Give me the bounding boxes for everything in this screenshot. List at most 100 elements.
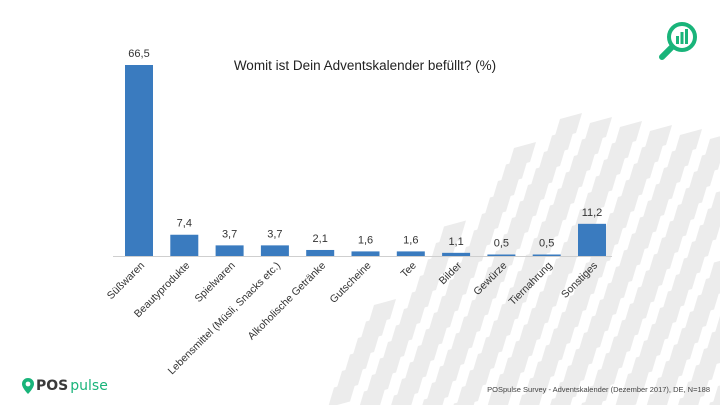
pattern-tile	[404, 356, 432, 383]
pattern-tile	[602, 277, 630, 304]
pattern-tile	[678, 252, 706, 279]
pattern-tile	[390, 319, 418, 346]
pattern-tile	[612, 191, 640, 217]
pattern-tile	[484, 191, 512, 218]
pattern-tile	[644, 125, 672, 151]
pattern-tile	[562, 360, 590, 386]
pattern-tile	[496, 298, 524, 325]
bar	[442, 252, 471, 256]
pattern-tile	[374, 352, 402, 379]
pattern-tile	[578, 327, 606, 353]
pattern-tile	[422, 253, 450, 280]
pattern-tile	[344, 348, 372, 375]
pattern-tile	[466, 294, 494, 321]
pattern-tile	[434, 360, 462, 387]
pattern-tile	[480, 331, 508, 358]
category-label: Gewürze	[471, 260, 509, 298]
bar	[578, 223, 606, 256]
pattern-tile	[522, 179, 550, 205]
pattern-tile	[676, 322, 704, 349]
pattern-tile	[519, 389, 544, 405]
pattern-tile	[618, 244, 646, 271]
pattern-tile	[506, 212, 534, 238]
pattern-tile	[550, 393, 574, 405]
pattern-tile	[670, 269, 698, 295]
pattern-tile	[464, 364, 492, 391]
pattern-tile	[586, 310, 614, 337]
pattern-tile	[606, 137, 634, 164]
pattern-tile	[534, 286, 562, 312]
pattern-tile	[422, 393, 446, 405]
pattern-tile	[426, 377, 454, 403]
pattern-tile	[636, 141, 664, 168]
pattern-tile	[530, 162, 558, 189]
pattern-tile	[634, 211, 662, 238]
pattern-tile	[414, 270, 442, 296]
pattern-tile	[674, 129, 702, 155]
pattern-tile	[540, 339, 568, 366]
pattern-tile	[592, 364, 620, 390]
value-label: 3,7	[222, 228, 237, 240]
pattern-tile	[654, 302, 682, 328]
pattern-tile	[572, 273, 600, 300]
pattern-tile	[526, 302, 554, 329]
pattern-tile	[472, 348, 500, 374]
pattern-tile	[684, 306, 712, 332]
pattern-tile	[544, 199, 572, 226]
pattern-tile	[620, 174, 648, 201]
pattern-tile	[688, 166, 716, 192]
pattern-tile	[548, 323, 576, 349]
pattern-tile	[646, 318, 674, 345]
bar	[260, 245, 289, 256]
bar	[125, 65, 153, 256]
pattern-tile	[488, 315, 516, 341]
pattern-tile	[642, 195, 670, 221]
brand-name-part1: POS	[36, 378, 69, 394]
pattern-tile	[532, 356, 560, 382]
value-label: 2,1	[313, 233, 328, 245]
pattern-tile	[692, 289, 720, 316]
pattern-tile	[554, 113, 582, 139]
pattern-tile	[492, 175, 520, 201]
pattern-tile	[568, 150, 596, 176]
pattern-tile	[428, 307, 456, 333]
bar	[170, 234, 199, 256]
category-label: Süßwaren	[105, 260, 147, 302]
pattern-tile	[359, 385, 386, 405]
pattern-tile	[581, 397, 604, 405]
pattern-tile	[352, 332, 380, 358]
pattern-tile	[550, 253, 578, 279]
pattern-tile	[487, 385, 514, 405]
pattern-tile	[512, 265, 540, 292]
pattern-tile	[406, 286, 434, 313]
pattern-tile	[391, 389, 416, 405]
pattern-tile	[686, 236, 714, 262]
category-label: Bilder	[437, 259, 465, 287]
value-label: 7,4	[177, 218, 192, 230]
bar	[351, 251, 380, 256]
pattern-tile	[580, 257, 608, 283]
pattern-tile	[626, 228, 654, 254]
pattern-tile	[616, 314, 644, 341]
pattern-tile	[682, 376, 710, 402]
pattern-tile	[536, 216, 564, 242]
pattern-tile	[640, 265, 668, 291]
pattern-tile	[598, 154, 626, 180]
pattern-tile	[456, 381, 484, 405]
pattern-tile	[690, 359, 718, 386]
pattern-tile	[524, 372, 552, 399]
value-label: 1,6	[403, 234, 418, 246]
pattern-tile	[594, 294, 622, 320]
category-label: Sonstiges	[559, 260, 600, 301]
pattern-tile	[574, 203, 602, 230]
pattern-tile	[490, 245, 518, 271]
pattern-tile	[658, 162, 686, 188]
pattern-tile	[412, 340, 440, 366]
pattern-tile	[576, 133, 604, 160]
pattern-tile	[614, 121, 642, 147]
pattern-tile	[476, 208, 504, 234]
category-label: Tiernahrung	[507, 260, 555, 308]
pattern-tile	[468, 224, 496, 251]
magnifier-chart-icon	[659, 22, 697, 60]
